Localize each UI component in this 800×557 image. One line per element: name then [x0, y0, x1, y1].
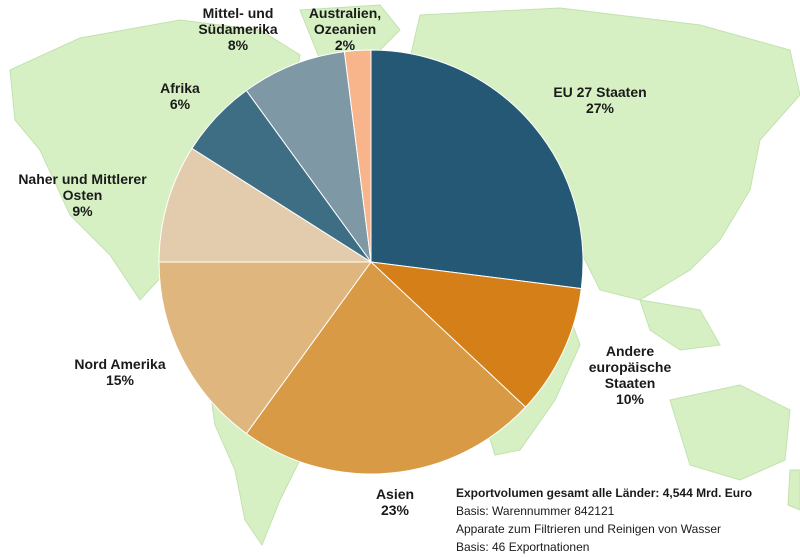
map-new-zealand — [787, 469, 800, 511]
slice-label-eu27: EU 27 Staaten 27% — [535, 84, 665, 116]
slice-label-line: Naher und Mittlerer — [18, 171, 147, 187]
pie-slice-0 — [370, 49, 584, 290]
slice-value: 2% — [334, 37, 356, 53]
slice-value: 10% — [615, 391, 645, 407]
slice-label-line: Australien, — [308, 5, 382, 21]
slice-label-line: Staaten — [604, 375, 656, 391]
basis-note: Basis: Warennummer 842121 — [456, 504, 615, 518]
pie-slice-6 — [245, 51, 372, 263]
map-southeast-asia — [639, 299, 721, 351]
slice-label-line: Osten — [62, 187, 103, 203]
slice-label-latin-america: Mittel- und Südamerika 8% — [188, 5, 288, 53]
slice-label-middle-east: Naher und Mittlerer Osten 9% — [5, 171, 160, 219]
slice-label-other-europe: Andere europäische Staaten 10% — [570, 343, 690, 407]
pie-slice-2 — [245, 261, 527, 475]
footnotes: Exportvolumen gesamt alle Länder: 4,544 … — [456, 484, 752, 556]
slice-label-line: Asien — [375, 486, 415, 502]
slice-value: 8% — [227, 37, 249, 53]
pie-chart — [158, 49, 584, 475]
slice-label-australia: Australien, Ozeanien 2% — [295, 5, 395, 53]
export-volume-note: Exportvolumen gesamt alle Länder: 4,544 … — [456, 486, 753, 500]
slice-label-line: Südamerika — [198, 21, 278, 37]
map-australia — [669, 384, 791, 481]
pie-slice-4 — [158, 147, 373, 263]
slice-value: 23% — [380, 502, 410, 518]
slice-label-asia: Asien 23% — [350, 486, 440, 518]
pie-slice-3 — [158, 261, 372, 435]
slice-value: 6% — [169, 96, 191, 112]
slice-label-north-america: Nord Amerika 15% — [50, 356, 190, 388]
slice-value: 9% — [72, 203, 93, 219]
slice-value: 27% — [585, 100, 615, 116]
slice-label-line: Andere — [605, 343, 655, 359]
slice-value: 15% — [105, 372, 135, 388]
pie-slice-7 — [343, 49, 372, 263]
slice-label-line: europäische — [588, 359, 672, 375]
slice-label-line: Nord Amerika — [74, 356, 166, 372]
slice-label-africa: Afrika 6% — [145, 80, 215, 112]
slice-label-line: Afrika — [160, 80, 200, 96]
slice-label-line: Mittel- und — [202, 5, 274, 21]
slice-label-line: Ozeanien — [313, 21, 377, 37]
pie-slice-1 — [369, 261, 582, 408]
slice-label-line: EU 27 Staaten — [553, 84, 647, 100]
nations-note: Basis: 46 Exportnationen — [456, 540, 590, 554]
product-note: Apparate zum Filtrieren und Reinigen von… — [456, 522, 722, 536]
